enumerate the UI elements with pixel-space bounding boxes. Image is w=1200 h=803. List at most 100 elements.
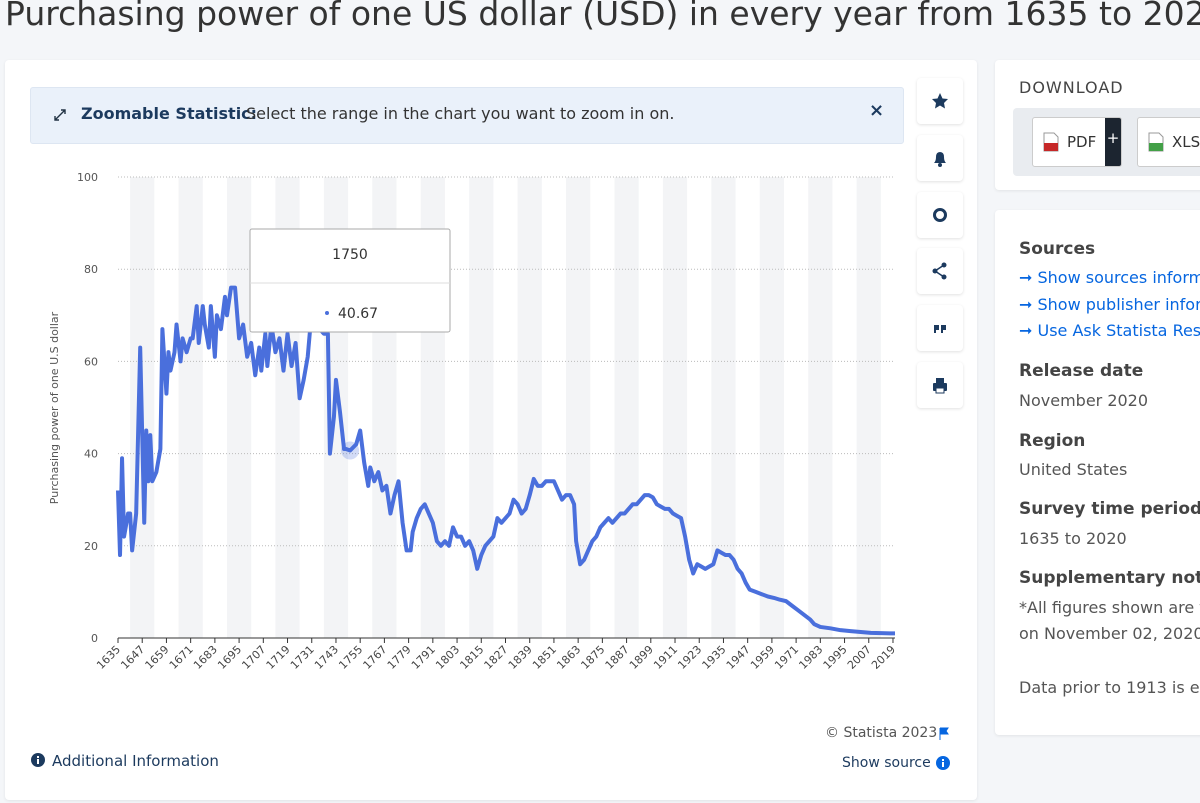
pdf-button[interactable]: PDF + [1032,117,1122,167]
tooltip-box [249,228,451,333]
release-title: Release date [1019,361,1144,381]
download-title: DOWNLOAD [1019,78,1124,97]
x-tick-label: 1935 [700,643,729,672]
favorite-button[interactable] [917,78,963,124]
xls-label: XLS [1172,133,1200,151]
y-tick-label: 100 [77,171,98,184]
x-tick-label: 1911 [651,643,680,672]
flag-icon [939,727,949,740]
x-tick-label: 1983 [796,643,825,672]
x-band [759,177,784,638]
settings-button[interactable] [917,192,963,238]
pdf-plus[interactable]: + [1105,118,1121,166]
x-tick-label: 1839 [506,643,535,672]
print-button[interactable] [917,362,963,408]
y-tick-label: 20 [84,540,98,553]
x-tick-label: 1863 [554,643,583,672]
sources-title: Sources [1019,239,1096,259]
x-tick-label: 2007 [845,643,874,672]
x-band [614,177,639,638]
x-tick-label: 1719 [264,643,293,672]
notes-extra: Data prior to 1913 is estimated [1019,678,1200,697]
zoom-icon [54,109,66,121]
info-icon [31,753,45,767]
source-link[interactable]: ➞ Use Ask Statista Research Service [1019,321,1200,340]
line [116,285,895,636]
page-title: Purchasing power of one US dollar (USD) … [5,0,1200,33]
x-band [517,177,542,638]
x-tick-label: 1695 [215,643,244,672]
source-link[interactable]: ➞ Show sources information [1019,268,1200,287]
x-band [662,177,688,638]
show-source-link[interactable]: Show source [842,755,931,771]
tooltip-dot [325,311,329,315]
additional-info-link[interactable]: Additional Information [52,752,219,770]
x-tick-label: 1767 [361,643,390,672]
x-band [178,177,203,638]
x-band [226,177,252,638]
banner-close[interactable]: × [869,100,885,121]
x-tick-label: 1743 [312,643,341,672]
banner-label: Zoomable Statistic: [81,104,258,123]
x-band [566,177,591,638]
download-card: DOWNLOAD PDF + XLS [995,60,1200,190]
source-info-icon [936,756,950,770]
x-band [469,177,494,638]
x-tick-label: 1923 [675,643,704,672]
x-tick-label: 1683 [191,643,220,672]
x-tick-label: 1671 [167,643,196,672]
x-band [856,177,881,638]
x-tick-label: 1851 [530,643,559,672]
x-tick-label: 1827 [482,643,511,672]
x-tick-label: 1647 [118,643,147,672]
release-value: November 2020 [1019,391,1149,410]
x-tick-label: 1875 [578,643,607,672]
x-tick-label: 1959 [748,643,777,672]
region-title: Region [1019,431,1086,451]
share-button[interactable] [917,248,963,294]
copyright: © Statista 2023 [825,725,938,741]
x-tick-label: 1779 [385,643,414,672]
x-tick-label: 1731 [288,643,317,672]
x-band [711,177,736,638]
x-tick-label: 1707 [239,643,268,672]
y-tick-label: 60 [84,355,98,368]
x-tick-label: 1659 [143,643,172,672]
notes-line: *All figures shown are for [1019,598,1200,617]
y-tick-label: 40 [84,448,98,461]
cite-button[interactable] [917,305,963,351]
tooltip-label: 1750 [332,247,368,263]
zoom-banner: Zoomable Statistic: Select the range in … [30,87,904,144]
hover-halo [341,441,360,460]
alert-button[interactable] [917,135,963,181]
xls-button[interactable]: XLS [1137,117,1200,167]
x-tick-label: 1791 [409,643,438,672]
link-text[interactable]: Use Ask Statista Research Service [1037,321,1200,340]
y-tick-label: 80 [84,263,98,276]
notes-line: on November 02, 2020. [1019,624,1200,643]
chart: Purchasing power of one U.S dollar 16351… [48,171,898,672]
x-tick-label: 1971 [772,643,801,672]
x-tick-label: 2019 [869,643,898,672]
x-tick-label: 1947 [724,643,753,672]
x-tick-label: 1995 [821,643,850,672]
period-title: Survey time period [1019,499,1200,519]
details-card: Sources ➞ Show sources information ➞ Sho… [995,210,1200,735]
tooltip-value: 40.67 [338,306,378,322]
region-value: United States [1019,460,1128,479]
notes-title: Supplementary notes [1019,568,1200,588]
source-link[interactable]: ➞ Show publisher information [1019,295,1200,314]
period-value: 1635 to 2020 [1019,529,1127,548]
x-tick-label: 1887 [603,643,632,672]
x-tick-label: 1803 [433,643,462,672]
pdf-label: PDF [1067,133,1097,151]
banner-text: Select the range in the chart you want t… [246,104,675,123]
link-text[interactable]: Show sources information [1037,268,1200,287]
y-tick-label: 0 [91,632,98,645]
y-axis-label: Purchasing power of one U.S dollar [48,311,61,504]
x-tick-label: 1815 [457,643,486,672]
link-text[interactable]: Show publisher information [1037,295,1200,314]
x-tick-label: 1635 [94,643,123,672]
x-tick-label: 1899 [627,643,656,672]
